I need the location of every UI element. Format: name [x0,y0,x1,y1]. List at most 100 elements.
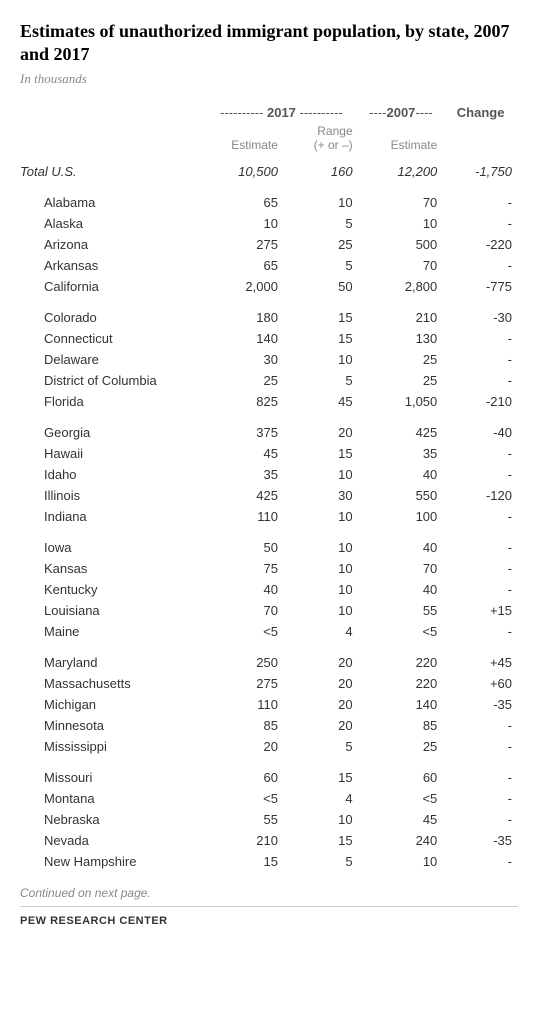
state-name-cell: Indiana [20,506,204,527]
value-cell: <5 [204,788,284,809]
value-cell: - [443,715,518,736]
value-cell: 20 [284,715,359,736]
value-cell: - [443,464,518,485]
value-cell: - [443,370,518,391]
table-row: Arizona27525500-220 [20,234,518,255]
state-name-cell: Kansas [20,558,204,579]
continued-note: Continued on next page. [20,886,518,907]
table-row: Mississippi20525- [20,736,518,757]
state-name-cell: Iowa [20,537,204,558]
table-row: Montana<54<5- [20,788,518,809]
value-cell: 2,800 [359,276,444,297]
state-name-cell: Nevada [20,830,204,851]
value-cell: 5 [284,255,359,276]
spacer-row [20,642,518,652]
value-cell: 220 [359,652,444,673]
value-cell: - [443,192,518,213]
value-cell: 100 [359,506,444,527]
value-cell: -120 [443,485,518,506]
value-cell: - [443,767,518,788]
value-cell: 160 [284,161,359,182]
value-cell: 15 [284,307,359,328]
state-name-cell: Maine [20,621,204,642]
state-name-cell: Georgia [20,422,204,443]
value-cell: 10 [359,851,444,872]
value-cell: 35 [204,464,284,485]
value-cell: - [443,621,518,642]
value-cell: -210 [443,391,518,412]
value-cell: - [443,851,518,872]
table-row: Arkansas65570- [20,255,518,276]
table-row: Indiana11010100- [20,506,518,527]
state-name-cell: Mississippi [20,736,204,757]
value-cell: - [443,579,518,600]
state-name-cell: Colorado [20,307,204,328]
value-cell: 50 [204,537,284,558]
value-cell: 12,200 [359,161,444,182]
table-row: Nebraska551045- [20,809,518,830]
value-cell: - [443,537,518,558]
table-row: Delaware301025- [20,349,518,370]
value-cell: 30 [204,349,284,370]
value-cell: - [443,349,518,370]
value-cell: - [443,443,518,464]
state-name-cell: Connecticut [20,328,204,349]
value-cell: 20 [284,694,359,715]
range-header: Range (+ or –) [284,122,359,161]
value-cell: -35 [443,830,518,851]
year-header-row: ---------- 2017 ---------- ----2007---- … [20,105,518,122]
value-cell: 15 [204,851,284,872]
table-row: Iowa501040- [20,537,518,558]
value-cell: +15 [443,600,518,621]
value-cell: 10,500 [204,161,284,182]
spacer-row [20,182,518,192]
value-cell: 25 [359,370,444,391]
value-cell: 10 [284,579,359,600]
value-cell: 825 [204,391,284,412]
value-cell: 15 [284,443,359,464]
value-cell: 60 [204,767,284,788]
value-cell: - [443,736,518,757]
table-row: Hawaii451535- [20,443,518,464]
value-cell: - [443,809,518,830]
value-cell: 70 [359,558,444,579]
sub-header-row: Estimate Range (+ or –) Estimate [20,122,518,161]
spacer-row [20,412,518,422]
value-cell: 45 [204,443,284,464]
value-cell: 25 [204,370,284,391]
value-cell: 5 [284,370,359,391]
value-cell: -1,750 [443,161,518,182]
value-cell: 140 [359,694,444,715]
value-cell: 55 [204,809,284,830]
spacer-row [20,757,518,767]
estimate-header-2007: Estimate [359,122,444,161]
value-cell: 10 [284,537,359,558]
value-cell: 240 [359,830,444,851]
state-name-cell: District of Columbia [20,370,204,391]
value-cell: 500 [359,234,444,255]
state-name-cell: Illinois [20,485,204,506]
state-name-cell: Arkansas [20,255,204,276]
state-name-cell: California [20,276,204,297]
value-cell: 550 [359,485,444,506]
table-row: Florida825451,050-210 [20,391,518,412]
value-cell: 15 [284,767,359,788]
value-cell: - [443,506,518,527]
table-row: Connecticut14015130- [20,328,518,349]
table-row: Maryland25020220+45 [20,652,518,673]
value-cell: +45 [443,652,518,673]
change-header: Change [443,105,518,122]
state-name-cell: Kentucky [20,579,204,600]
table-row: Idaho351040- [20,464,518,485]
spacer-row [20,527,518,537]
value-cell: 70 [359,255,444,276]
table-row: Michigan11020140-35 [20,694,518,715]
table-row: Alabama651070- [20,192,518,213]
value-cell: 25 [359,349,444,370]
value-cell: 25 [284,234,359,255]
value-cell: +60 [443,673,518,694]
value-cell: 10 [284,809,359,830]
value-cell: 10 [204,213,284,234]
value-cell: 5 [284,851,359,872]
state-name-cell: Alaska [20,213,204,234]
